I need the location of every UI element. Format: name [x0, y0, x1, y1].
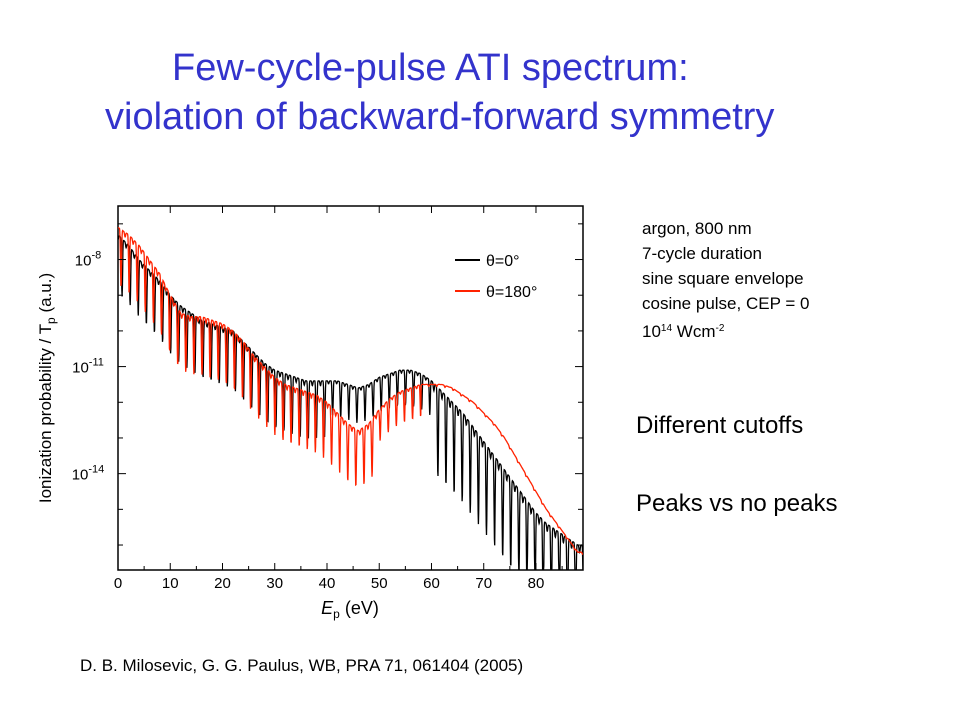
- series-layer: [118, 226, 583, 570]
- param-envelope: sine square envelope: [642, 269, 804, 288]
- legend: θ=0° θ=180°: [455, 253, 537, 301]
- param-duration: 7-cycle duration: [642, 244, 763, 263]
- note-different-cutoffs: Different cutoffs: [636, 412, 804, 439]
- y-axis-label-unit: (a.u.): [36, 273, 55, 317]
- note-peaks: Peaks vs no peaks: [636, 490, 838, 517]
- ati-spectrum-chart: 0 10 20 30 40 50 60 70 80 10-14 10-11 10-8 θ=0° θ=1…: [36, 205, 584, 621]
- title-line-1: Few-cycle-pulse ATI spectrum:: [172, 47, 689, 89]
- x-tick-label-3: 30: [266, 575, 283, 592]
- series-line-0: [118, 235, 583, 570]
- intensity-exponent: 14: [660, 323, 673, 334]
- y-tick-label--8: 10-8: [75, 250, 101, 270]
- x-axis-label-main: E: [321, 598, 334, 618]
- citation: D. B. Milosevic, G. G. Paulus, WB, PRA 7…: [80, 656, 524, 675]
- x-tick-label-7: 70: [475, 575, 492, 592]
- series-line-1: [118, 226, 583, 556]
- x-axis-label: Ep (eV): [321, 598, 379, 621]
- x-tick-label-2: 20: [214, 575, 231, 592]
- x-tick-label-6: 60: [423, 575, 440, 592]
- x-tick-label-0: 0: [114, 575, 122, 592]
- x-axis-label-unit: (eV): [340, 598, 379, 618]
- title-line-2: violation of backward-forward symmetry: [105, 96, 775, 138]
- x-axis-label-sub: p: [333, 607, 340, 621]
- legend-label-theta-180: θ=180°: [486, 284, 537, 301]
- tick-layer: 0 10 20 30 40 50 60 70 80 10-14 10-11 10-8: [72, 206, 583, 592]
- x-tick-label-1: 10: [162, 575, 179, 592]
- x-tick-label-8: 80: [528, 575, 545, 592]
- param-pulse: cosine pulse, CEP = 0: [642, 294, 810, 313]
- y-tick-label--14: 10-14: [72, 464, 105, 484]
- param-intensity: 1014 Wcm-2: [642, 316, 809, 344]
- simulation-parameters: argon, 800 nm 7-cycle duration sine squa…: [642, 216, 809, 344]
- x-tick-label-5: 50: [371, 575, 388, 592]
- intensity-base: 10: [642, 322, 661, 341]
- y-axis-label-main: Ionization probability / T: [36, 324, 55, 503]
- x-tick-label-4: 40: [319, 575, 336, 592]
- y-tick-label--11: 10-11: [72, 357, 104, 377]
- intensity-unit: Wcm: [672, 322, 716, 341]
- intensity-unit-exponent: -2: [715, 323, 725, 334]
- param-target: argon, 800 nm: [642, 219, 752, 238]
- legend-label-theta-0: θ=0°: [486, 253, 520, 270]
- y-axis-label-sub: p: [44, 317, 58, 324]
- y-axis-label: Ionization probability / Tp (a.u.): [36, 273, 58, 503]
